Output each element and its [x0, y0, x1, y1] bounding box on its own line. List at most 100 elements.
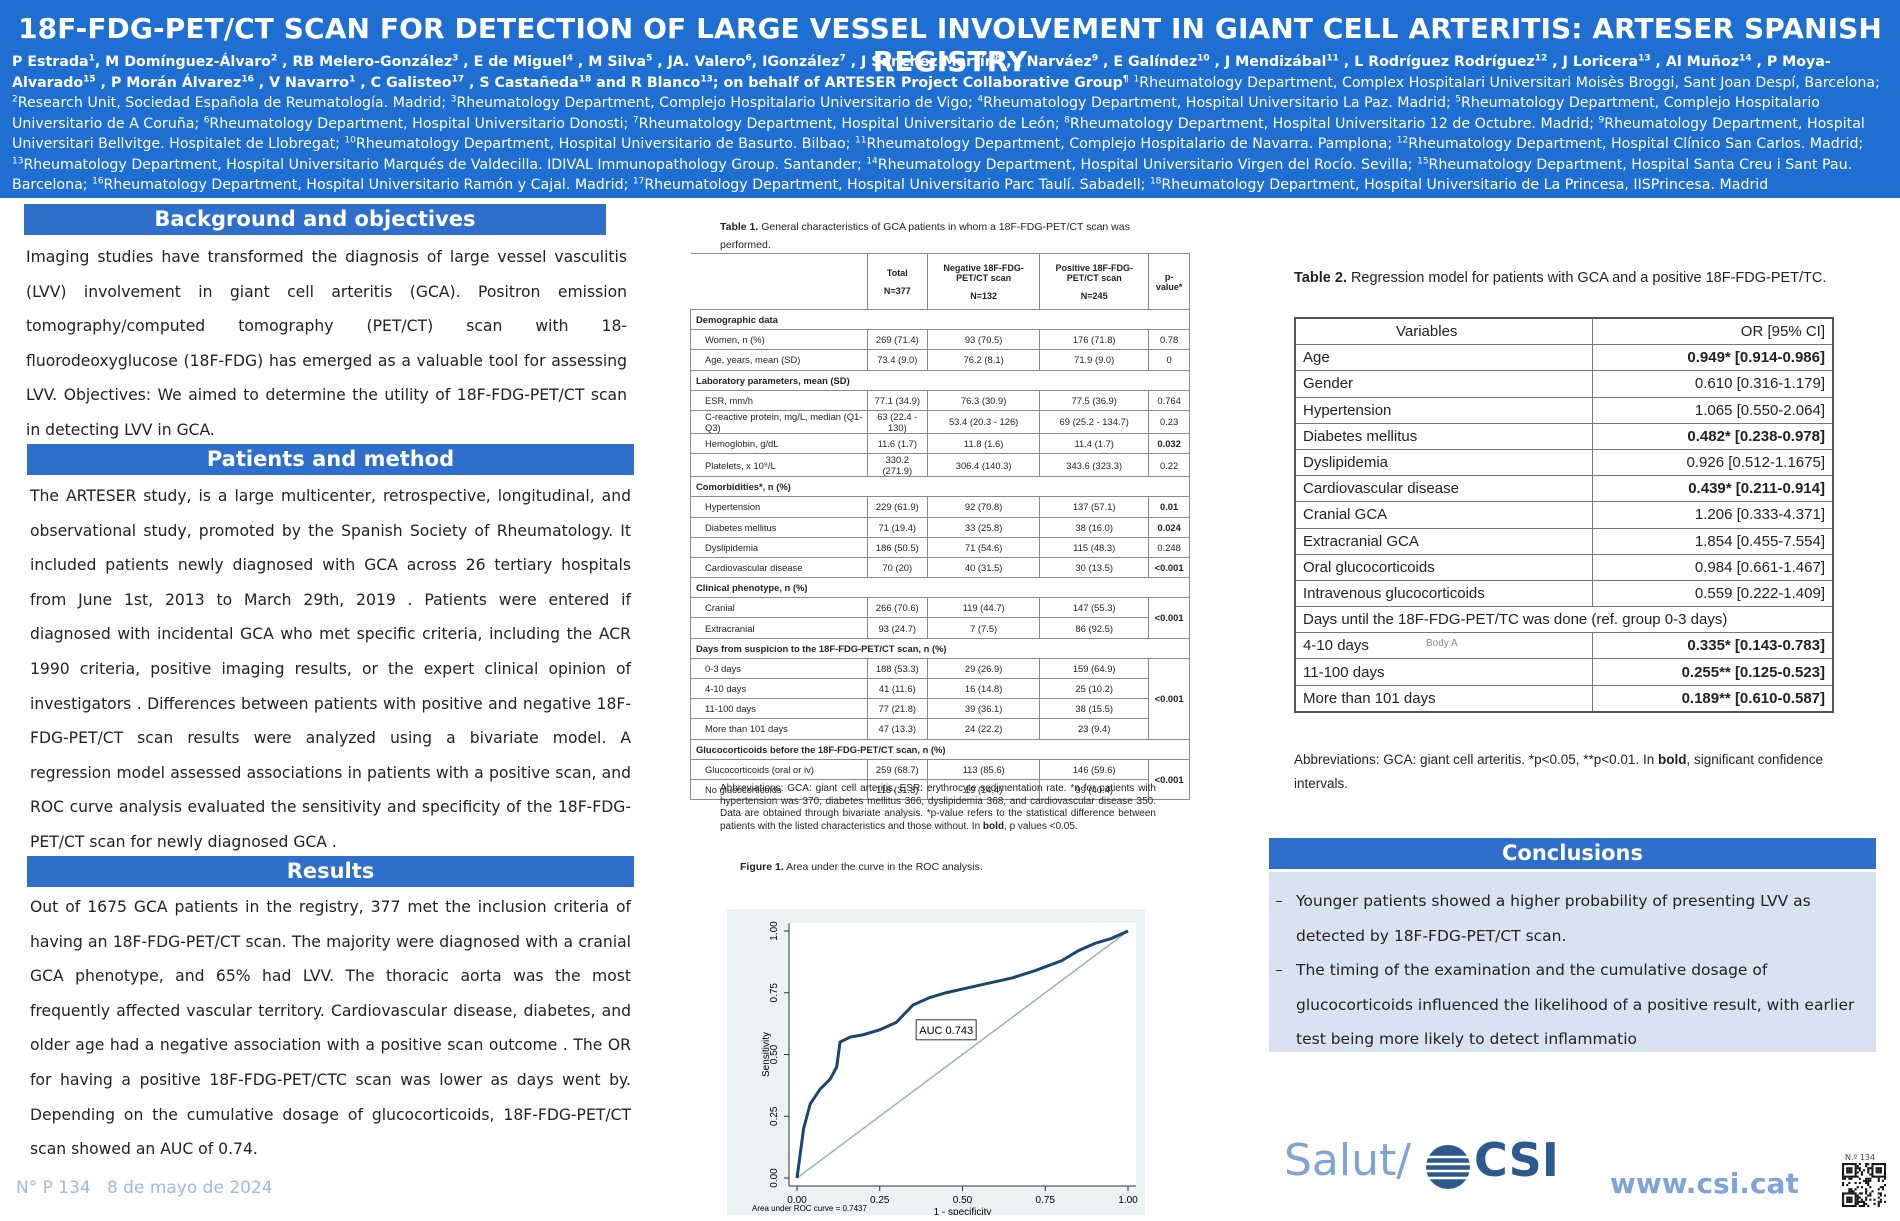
qr-module	[1850, 1200, 1853, 1203]
row-label: Dyslipidemia	[1294, 448, 1594, 477]
qr-module	[1875, 1169, 1878, 1172]
qr-module	[1842, 1169, 1845, 1172]
qr-module	[1842, 1165, 1845, 1168]
qr-module	[1854, 1181, 1857, 1184]
table-2: Variables OR [95% CI] Age 0.949* [0.914-0.9…	[1294, 317, 1834, 713]
author-separator: ,	[253, 74, 270, 91]
qr-module	[1879, 1198, 1882, 1201]
author: JA. Valero	[667, 54, 746, 70]
cell: 30 (13.5)	[1039, 556, 1150, 579]
caption-text: General characteristics of GCA patients …	[720, 221, 1130, 251]
qr-module	[1848, 1171, 1851, 1174]
qr-module	[1871, 1165, 1874, 1168]
note-text: , p values <0.05.	[1004, 820, 1078, 832]
qr-module	[1865, 1190, 1868, 1193]
column-n: N=132	[970, 290, 998, 301]
qr-module	[1879, 1171, 1882, 1174]
qr-module	[1869, 1167, 1872, 1170]
logo-circle	[1426, 1145, 1470, 1189]
qr-module	[1842, 1173, 1845, 1176]
qr-module	[1881, 1175, 1884, 1178]
table-row: Cardiovascular disease 70 (20) 40 (31.5) 30…	[690, 556, 1190, 579]
qr-module	[1877, 1188, 1880, 1191]
cell: 71 (19.4)	[866, 516, 929, 538]
author-sup: 9	[1091, 53, 1099, 64]
qr-module	[1842, 1177, 1845, 1180]
affiliation: Rheumatology Department, Complejo Hospit…	[12, 95, 1820, 132]
qr-module	[1856, 1175, 1859, 1178]
qr-module	[1860, 1205, 1863, 1207]
cell: 24 (22.2)	[927, 718, 1041, 740]
qr-module	[1846, 1184, 1849, 1187]
affiliation-sup: 18	[1149, 176, 1162, 187]
qr-module	[1846, 1196, 1849, 1199]
conclusion-item: Younger patients showed a higher probabi…	[1271, 884, 1856, 953]
author-separator: ,	[1098, 54, 1114, 70]
cell: 63 (22.4 - 130)	[866, 409, 929, 434]
row-label: Age	[1294, 344, 1594, 372]
table-row: 4-10 days 41 (11.6) 16 (14.8) 25 (10.2)	[690, 677, 1190, 700]
qr-module	[1871, 1169, 1874, 1172]
qr-module	[1856, 1198, 1859, 1201]
chart-note: Area under ROC curve = 0.7437	[752, 1204, 868, 1213]
table-row: Glucocorticoids before the 18F-FDG-PET/C…	[690, 738, 1190, 760]
qr-module	[1871, 1175, 1874, 1178]
qr-module	[1844, 1163, 1847, 1166]
qr-module	[1865, 1198, 1868, 1201]
cell: 188 (53.3)	[866, 657, 929, 680]
table-caption: Table 2. Regression model for patients w…	[1294, 270, 1826, 286]
qr-module	[1846, 1163, 1849, 1166]
table-row: Intravenous glucocorticoids 0.559 [0.222-…	[1294, 579, 1834, 608]
section-heading: Conclusions	[1269, 838, 1876, 869]
author-separator: ;	[712, 74, 724, 91]
row-label: Hypertension	[1294, 396, 1594, 424]
qr-module	[1867, 1184, 1870, 1187]
caption-text: Area under the curve in the ROC analysis…	[786, 861, 983, 873]
row-label: 0-3 days	[690, 657, 868, 680]
qr-module	[1884, 1163, 1886, 1166]
conclusion-item: The timing of the examination and the cu…	[1271, 953, 1856, 1057]
row-label: Glucocorticoids (oral or iv)	[690, 758, 868, 780]
cell: 38 (15.5)	[1039, 698, 1150, 720]
author: RB Melero-González	[292, 54, 453, 70]
table-row: Extracranial 93 (24.7) 7 (7.5) 86 (92.5)	[690, 617, 1190, 639]
affiliation: Rheumatology Department, Complex Hospita…	[1139, 74, 1880, 91]
qr-module	[1877, 1179, 1880, 1182]
qr-module	[1854, 1194, 1857, 1197]
qr-module	[1856, 1186, 1859, 1189]
qr-module	[1848, 1192, 1851, 1195]
qr-module	[1850, 1177, 1853, 1180]
p-value: <0.001	[1148, 556, 1190, 579]
qr-module	[1875, 1171, 1878, 1174]
table-row: C-reactive protein, mg/L, median (Q1-Q3)…	[690, 409, 1190, 434]
section-cell: Days from suspicion to the 18F-FDG-PET/C…	[690, 637, 1190, 659]
author-sup: ¶	[1122, 73, 1129, 84]
affiliation-sup: 1	[1133, 73, 1140, 84]
bullet-dash	[1276, 901, 1282, 902]
author-sup: 2	[270, 53, 278, 64]
author-separator: ,	[277, 54, 293, 70]
affiliation: Rheumatology Department, Hospital Univer…	[1069, 115, 1594, 132]
qr-module	[1852, 1190, 1855, 1193]
row-label: Hypertension	[690, 496, 868, 518]
qr-module	[1865, 1163, 1868, 1166]
qr-module	[1873, 1198, 1876, 1201]
qr-module	[1865, 1202, 1868, 1205]
qr-module	[1850, 1196, 1853, 1199]
author: P Morán Álvarez	[110, 74, 242, 91]
qr-module	[1871, 1173, 1874, 1176]
odds-ratio: 1.065 [0.550-2.064]	[1592, 396, 1834, 424]
qr-module	[1863, 1202, 1866, 1205]
author-separator: ,	[458, 54, 474, 70]
row-label: Oral glucocorticoids	[1294, 553, 1594, 581]
affiliation: Rheumatology Department, Hospital Univer…	[877, 156, 1413, 173]
p-value: 0.01	[1148, 496, 1190, 518]
author: J Loricera	[1562, 54, 1639, 70]
row-label: More than 101 days	[690, 718, 868, 740]
poster-code: N° P 134	[16, 1178, 91, 1198]
cell: 266 (70.6)	[866, 597, 929, 619]
cell: 93 (70.5)	[927, 329, 1041, 351]
caption-label: Figure 1.	[740, 861, 784, 873]
affiliation-sup: 13	[12, 155, 24, 166]
header-cell: Variables	[1294, 317, 1594, 346]
